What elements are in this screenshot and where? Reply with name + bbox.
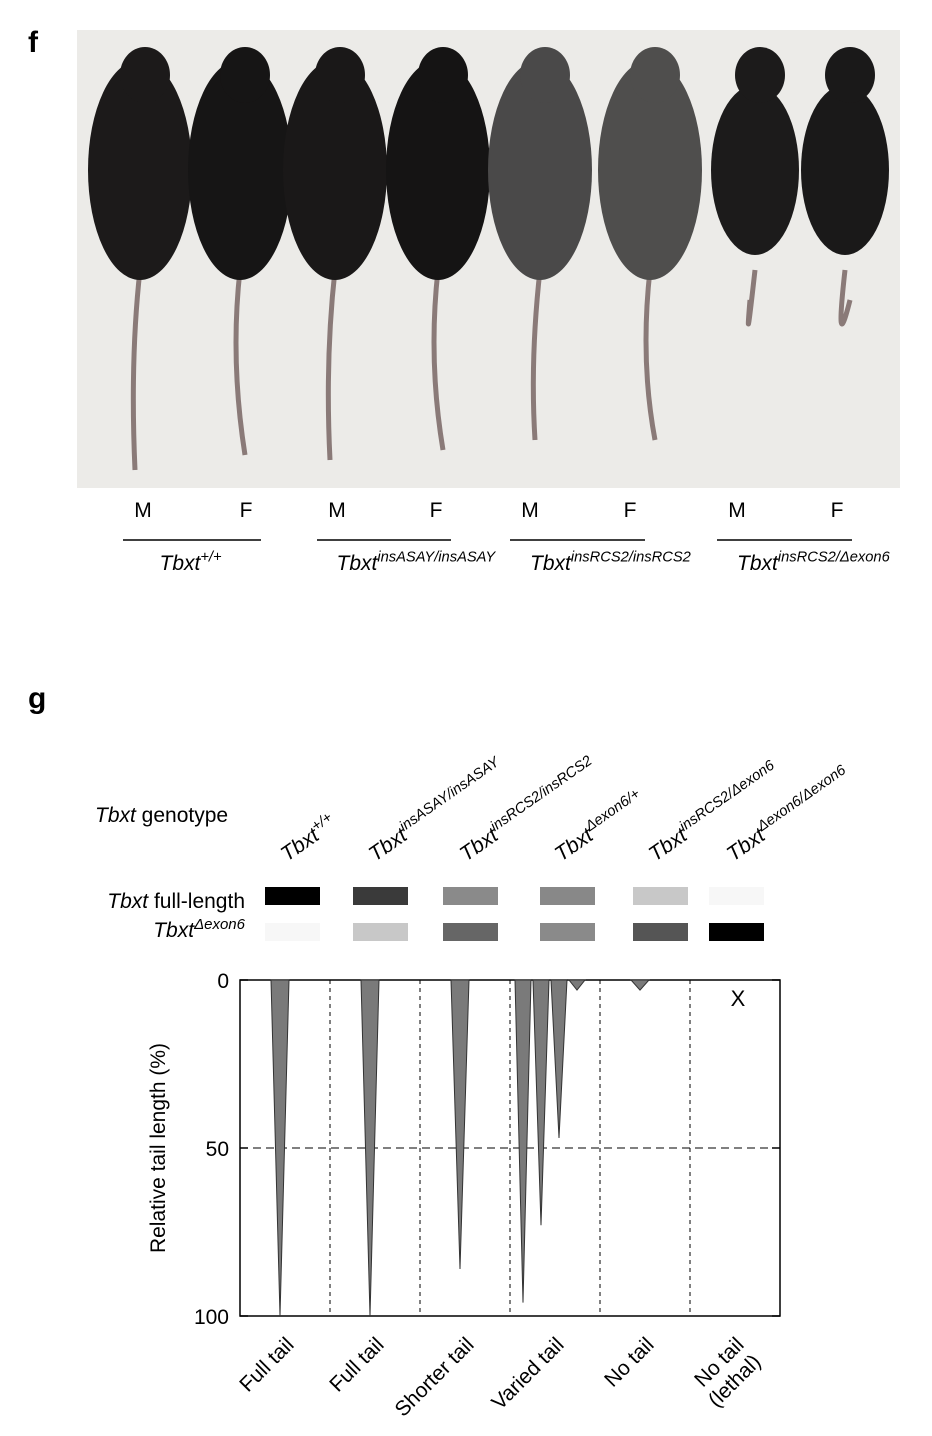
sex-label: M	[728, 499, 746, 522]
mouse-tail	[745, 269, 758, 327]
mouse-tail	[838, 269, 853, 327]
genotype-label: TbxtinsRCS2/insRCS2	[530, 550, 691, 575]
mouse-head	[735, 47, 785, 103]
genotype-label: TbxtΔexon6/+	[549, 786, 649, 866]
mouse-body	[283, 60, 387, 280]
x-tick-line: Varied tail	[487, 1333, 568, 1414]
tail-spike	[550, 979, 568, 1138]
row-italic: Tbxt	[153, 919, 195, 942]
mouse-tail	[130, 269, 143, 471]
mouse-head	[315, 47, 365, 103]
x-tick-label: No tail(lethal)	[687, 1333, 766, 1412]
expression-swatch	[540, 887, 595, 905]
tail-spike	[450, 979, 470, 1269]
x-tick-line: No tail	[600, 1333, 658, 1391]
row-sup: Δexon6	[193, 916, 246, 933]
genotype-label: Tbxt+/+	[275, 809, 341, 866]
expression-swatch	[709, 923, 764, 941]
genotype-sup: +/+	[200, 550, 222, 566]
sex-label: F	[624, 499, 637, 522]
mouse-head	[630, 47, 680, 103]
x-tick-label: Full tail	[235, 1333, 298, 1396]
expression-swatch	[353, 923, 408, 941]
y-tick-label: 100	[194, 1306, 229, 1329]
tail-spike	[360, 979, 380, 1317]
row-rest: full-length	[148, 890, 245, 913]
header-italic: Tbxt	[95, 804, 137, 827]
mouse-head	[418, 47, 468, 103]
genotype-base: Tbxt	[737, 552, 779, 575]
genotype-base: Tbxt	[160, 552, 202, 575]
x-tick-label: Shorter tail	[390, 1333, 478, 1421]
y-axis-label: Relative tail length (%)	[147, 1043, 170, 1253]
y-tick-label: 0	[217, 970, 229, 993]
row-label: TbxtΔexon6	[153, 916, 245, 942]
mouse-body	[88, 60, 192, 280]
mouse-tail	[530, 269, 543, 441]
x-tick-label: Varied tail	[487, 1333, 568, 1414]
mouse-body	[598, 60, 702, 280]
mouse-body	[188, 60, 292, 280]
mouse-head	[120, 47, 170, 103]
mouse-head	[220, 47, 270, 103]
mouse-body	[386, 60, 490, 280]
genotype-sup: insRCS2/insRCS2	[571, 550, 691, 566]
mouse-body	[801, 85, 889, 255]
expression-swatch	[265, 923, 320, 941]
mouse-tail	[643, 269, 658, 441]
row-label: Tbxt full-length	[107, 890, 245, 913]
mouse-tail	[431, 269, 446, 451]
sex-label: M	[328, 499, 346, 522]
genotype-base: Tbxt	[530, 552, 572, 575]
sex-label: F	[240, 499, 253, 522]
lethal-marker: X	[731, 986, 746, 1011]
expression-swatch	[265, 887, 320, 905]
row-italic: Tbxt	[107, 890, 149, 913]
sex-label: F	[831, 499, 844, 522]
mouse-body	[711, 85, 799, 255]
genotype-base: Tbxt	[337, 552, 379, 575]
expression-swatch	[443, 887, 498, 905]
sex-label: M	[134, 499, 152, 522]
genotype-label: TbxtinsASAY/insASAY	[337, 550, 497, 575]
expression-swatch	[633, 887, 688, 905]
mouse-tail	[325, 269, 338, 461]
genotype-label: TbxtinsRCS2/Δexon6	[643, 757, 783, 866]
tail-spike	[532, 979, 550, 1226]
genotype-sup: insRCS2/Δexon6	[778, 550, 891, 566]
genotype-label: TbxtinsRCS2/Δexon6	[737, 550, 891, 575]
mouse-head	[825, 47, 875, 103]
genotype-sup: insRCS2/insRCS2	[488, 753, 595, 835]
genotype-header: Tbxt genotype	[95, 804, 228, 827]
panel-label: f	[28, 26, 39, 59]
x-tick-line: Full tail	[235, 1333, 298, 1396]
expression-swatch	[443, 923, 498, 941]
x-tick-label: No tail	[600, 1333, 658, 1391]
tail-spike	[514, 979, 532, 1303]
sex-label: F	[430, 499, 443, 522]
plot-frame	[239, 979, 781, 1317]
x-tick-line: Full tail	[325, 1333, 388, 1396]
genotype-label: Tbxt+/+	[160, 550, 223, 575]
header-rest: genotype	[136, 804, 228, 827]
expression-swatch	[709, 887, 764, 905]
genotype-sup: Δexon6/+	[582, 786, 644, 836]
expression-swatch	[353, 887, 408, 905]
expression-swatch	[540, 923, 595, 941]
tail-spike	[567, 979, 587, 991]
expression-swatch	[633, 923, 688, 941]
sex-label: M	[521, 499, 539, 522]
tail-spike	[270, 979, 290, 1317]
mice-photo	[88, 47, 889, 471]
genotype-sup: insASAY/insASAY	[377, 550, 496, 566]
mouse-head	[520, 47, 570, 103]
tail-spike	[629, 979, 651, 991]
x-tick-line: Shorter tail	[390, 1333, 478, 1421]
panel-label: g	[28, 682, 46, 715]
x-tick-label: Full tail	[325, 1333, 388, 1396]
mouse-body	[488, 60, 592, 280]
mouse-tail	[233, 269, 248, 456]
y-tick-label: 50	[206, 1138, 229, 1161]
